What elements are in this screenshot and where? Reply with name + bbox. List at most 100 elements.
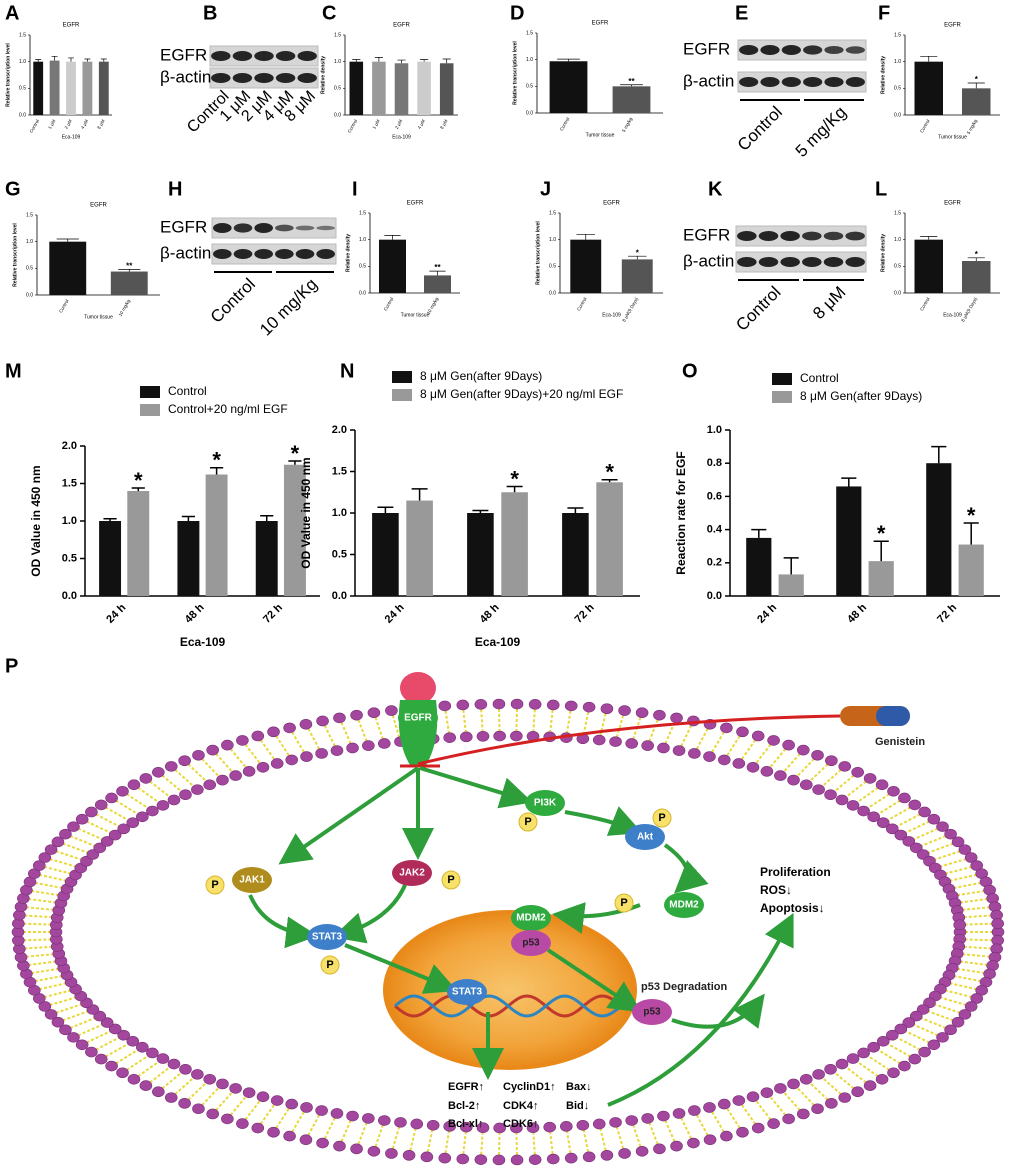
lipid-tail bbox=[425, 1125, 435, 1158]
capsule bbox=[876, 706, 910, 726]
blot-band bbox=[316, 249, 335, 259]
lipid-tail bbox=[100, 1040, 134, 1060]
lipid-head bbox=[156, 800, 170, 811]
lipid-head bbox=[958, 1009, 972, 1020]
bar bbox=[596, 482, 623, 596]
blot-band bbox=[232, 51, 253, 61]
lipid-tail bbox=[934, 995, 972, 1008]
lipid-head bbox=[576, 1119, 590, 1131]
lipid-head bbox=[720, 722, 733, 734]
error-bar bbox=[601, 479, 618, 483]
lipid-tail bbox=[145, 1063, 175, 1087]
phosphate bbox=[441, 870, 461, 890]
lipid-head bbox=[732, 1095, 746, 1106]
error-bar bbox=[68, 57, 74, 62]
lipid-head bbox=[582, 701, 596, 713]
lipid-tail bbox=[944, 981, 982, 992]
x-tick-label: 1 μM bbox=[47, 118, 57, 129]
y-tick-label: 1.0 bbox=[62, 515, 77, 527]
lipid-head bbox=[688, 1105, 701, 1116]
lipid-head bbox=[796, 1108, 810, 1120]
legend-label: Control bbox=[800, 371, 839, 385]
lipid-head bbox=[38, 852, 52, 863]
lipid-head bbox=[774, 1083, 787, 1094]
lipid-head bbox=[846, 800, 860, 811]
lipid-tail bbox=[792, 754, 819, 781]
lipid-head bbox=[951, 1016, 965, 1028]
blot-row-label: EGFR bbox=[160, 45, 207, 64]
lipid-head bbox=[474, 1154, 488, 1165]
lipid-head bbox=[136, 1041, 149, 1053]
lipid-head bbox=[256, 1091, 270, 1103]
lipid-tail bbox=[752, 1096, 775, 1125]
error-bar bbox=[131, 487, 145, 491]
lipid-head bbox=[564, 1152, 578, 1164]
node-label: p53 Degradation bbox=[641, 981, 727, 993]
lipid-head bbox=[492, 698, 506, 710]
lipid-tail bbox=[65, 1015, 101, 1031]
lipid-head bbox=[796, 744, 810, 756]
bar bbox=[379, 239, 406, 293]
x-tick-label: 24 h bbox=[104, 601, 128, 625]
x-tick-label: 72 h bbox=[573, 601, 597, 625]
blot-band bbox=[211, 73, 231, 83]
lipid-tail bbox=[598, 1123, 608, 1156]
lipid-head bbox=[139, 1080, 153, 1091]
chart-title: EGFR bbox=[944, 23, 961, 29]
y-tick-label: 1.0 bbox=[549, 237, 556, 243]
outcome: ROS↓ bbox=[760, 883, 792, 897]
lipid-head bbox=[105, 1060, 118, 1072]
y-tick-label: 1.0 bbox=[894, 59, 901, 65]
lipid-head bbox=[350, 709, 363, 721]
bar bbox=[958, 544, 984, 596]
lipid-head bbox=[526, 1122, 540, 1133]
error-bar bbox=[506, 485, 523, 493]
y-tick-label: 0.5 bbox=[332, 548, 347, 560]
lipid-head bbox=[811, 749, 824, 761]
protein bbox=[447, 979, 487, 1005]
lipid-tail bbox=[34, 872, 72, 883]
x-tick-label: 1 μM bbox=[371, 118, 381, 129]
y-axis-label: Relative density bbox=[880, 234, 886, 272]
blot-band bbox=[758, 257, 779, 267]
lipid-tail bbox=[958, 914, 997, 919]
lipid-tail bbox=[948, 974, 987, 984]
lipid-tail bbox=[957, 952, 996, 959]
lipid-head bbox=[203, 779, 217, 791]
lipid-head bbox=[887, 785, 900, 797]
lipid-tail bbox=[170, 765, 199, 791]
error-bar bbox=[384, 235, 401, 240]
lipid-tail bbox=[817, 765, 846, 791]
lipid-tail bbox=[479, 704, 484, 737]
protein bbox=[632, 999, 672, 1025]
lipid-head bbox=[936, 1032, 949, 1043]
blot-band bbox=[845, 77, 865, 87]
lipid-tail bbox=[678, 1112, 695, 1144]
lipid-tail bbox=[18, 938, 57, 942]
lipid-tail bbox=[355, 1118, 370, 1150]
lipid-head bbox=[251, 1122, 265, 1134]
lipid-head bbox=[330, 745, 344, 756]
lipid-head bbox=[493, 1122, 506, 1134]
lipid-tail bbox=[73, 825, 108, 843]
lipid-head bbox=[167, 794, 181, 806]
lipid-tail bbox=[133, 1057, 164, 1081]
arrow bbox=[546, 948, 642, 1013]
significance: * bbox=[605, 460, 614, 485]
y-tick-label: 0.5 bbox=[62, 552, 77, 564]
blot-band bbox=[780, 231, 800, 241]
lipid-tail bbox=[958, 945, 997, 950]
significance: * bbox=[975, 75, 979, 84]
bar bbox=[612, 86, 651, 113]
bar bbox=[549, 61, 588, 113]
y-tick-label: 1.5 bbox=[549, 210, 556, 216]
blot-band bbox=[824, 77, 844, 87]
lipid-head bbox=[146, 1047, 159, 1059]
lipid-head bbox=[618, 705, 631, 716]
lipid-head bbox=[75, 813, 89, 825]
lipid-head bbox=[672, 745, 686, 756]
y-axis-label: Relative density bbox=[345, 234, 351, 272]
lipid-head bbox=[825, 755, 838, 766]
lipid-head bbox=[782, 1113, 795, 1125]
lipid-tail bbox=[882, 804, 916, 824]
